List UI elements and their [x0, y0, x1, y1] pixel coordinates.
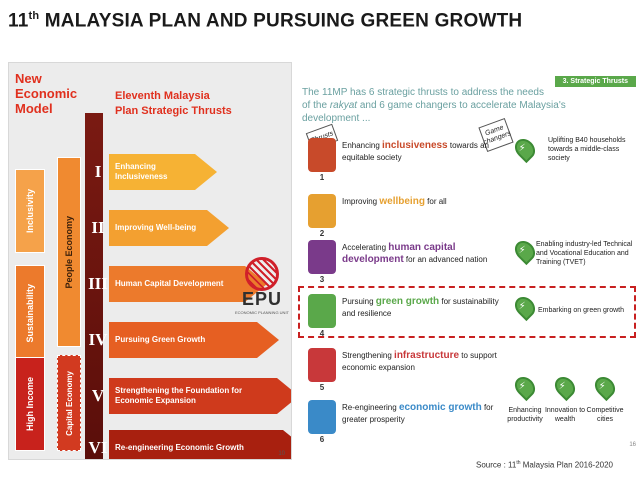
- source-note: Source : 11th Malaysia Plan 2016-2020: [476, 460, 614, 470]
- thrust-arrow-2: II Improving Well-being: [87, 209, 229, 247]
- high-income-tab: High Income: [15, 357, 45, 451]
- thrust-text: Pursuing green growth for sustainability…: [342, 296, 499, 318]
- thrust-arrow-label: Strengthening the Foundation for Economi…: [109, 378, 292, 414]
- thrust-arrow-1: I Enhancing Inclusiveness: [87, 153, 217, 191]
- section-tag: 3. Strategic Thrusts: [554, 76, 636, 87]
- intro-text: The 11MP has 6 strategic thrusts to addr…: [302, 87, 566, 124]
- thrust-icon: 4: [308, 294, 336, 338]
- epu-logo: EPU ECONOMIC PLANNING UNIT: [235, 257, 289, 315]
- thrust-arrow-label: Improving Well-being: [109, 210, 229, 246]
- left-page-number: 10: [278, 451, 285, 457]
- thrust-row-6: 6 Re-engineering economic growth for grea…: [302, 398, 632, 444]
- thrust-roman-numeral: V: [91, 386, 105, 405]
- thrust-icon: 1: [308, 138, 336, 182]
- thrust-arrow-label: Human Capital Development: [109, 266, 267, 302]
- thrust-row-1: 1 Enhancing inclusiveness towards an equi…: [302, 136, 632, 182]
- slide-title: 11th MALAYSIA PLAN AND PURSUING GREEN GR…: [8, 10, 523, 32]
- thrust-roman-numeral: IV: [88, 330, 108, 349]
- green-growth-highlight: [298, 286, 636, 338]
- people-economy-column: People Economy: [57, 157, 81, 347]
- thrust-icon: 5: [308, 348, 336, 392]
- thrust-number: 1: [319, 173, 325, 182]
- thrust-text: Improving wellbeing for all: [342, 196, 447, 207]
- thrust-number: 5: [319, 383, 325, 392]
- thrust-number: 6: [319, 435, 325, 444]
- nem-strategic-thrusts-graphic: New Economic Model Eleventh Malaysia Pla…: [8, 62, 292, 460]
- thrust-icon: 6: [308, 400, 336, 444]
- capital-economy-column: Capital Economy: [57, 355, 81, 451]
- thrust-pillar: [85, 113, 103, 459]
- thrust-roman-numeral: III: [88, 274, 108, 293]
- thrust-number: 2: [319, 229, 325, 238]
- gc-cities: Competitive cities: [586, 407, 624, 423]
- thrust-arrow-label: Re-engineering Economic Growth: [109, 430, 292, 460]
- thrust-text: Strengthening infrastructure to support …: [342, 350, 497, 372]
- thrust-number: 3: [319, 275, 325, 284]
- thrust-arrow-label: Enhancing Inclusiveness: [109, 154, 217, 190]
- thrust-text: Re-engineering economic growth for great…: [342, 402, 494, 424]
- inclusivity-tab: Inclusivity: [15, 169, 45, 253]
- thrust-row-2: 2 Improving wellbeing for all: [302, 192, 632, 238]
- thrust-text: Enhancing inclusiveness towards an equit…: [342, 140, 489, 162]
- gc-innovation: Innovation to wealth: [544, 407, 586, 423]
- thrust-arrow-5: V Strengthening the Foundation for Econom…: [87, 377, 292, 415]
- thrust-row-3: 3 Accelerating human capital development …: [302, 238, 632, 284]
- thrust-arrow-6: VI Re-engineering Economic Growth: [87, 429, 292, 460]
- thrusts-game-changers-graphic: 3. Strategic Thrusts The 11MP has 6 stra…: [298, 60, 640, 452]
- thrust-row-5: 5 Strengthening infrastructure to support…: [302, 346, 632, 392]
- thrust-arrow-label: Pursuing Green Growth: [109, 322, 279, 358]
- thrust-text: Accelerating human capital development f…: [342, 242, 488, 265]
- thrust-roman-numeral: I: [94, 162, 102, 181]
- gc-productivity: Enhancing productivity: [507, 407, 543, 423]
- nem-title: New Economic Model: [15, 71, 78, 116]
- thrust-arrow-3: III Human Capital Development: [87, 265, 267, 303]
- thrust-icon: 2: [308, 194, 336, 238]
- game-changer-b40: Uplifting B40 households towards a middl…: [548, 137, 626, 162]
- epu-globe-icon: [245, 257, 279, 291]
- thrust-row-4: 4 Pursuing green growth for sustainabilit…: [302, 292, 632, 338]
- thrust-number: 4: [319, 329, 325, 338]
- thrust-roman-numeral: VI: [88, 438, 108, 457]
- game-changer-green: Embarking on green growth: [538, 307, 624, 314]
- game-changer-tvet: Enabling industry-led Technical and Voca…: [536, 241, 633, 266]
- thrust-roman-numeral: II: [91, 218, 105, 237]
- right-page-number: 16: [629, 442, 636, 448]
- eleventh-plan-title: Eleventh Malaysia Plan Strategic Thrusts: [115, 90, 232, 117]
- sustainability-tab: Sustainability: [15, 265, 45, 361]
- thrust-arrow-4: IV Pursuing Green Growth: [87, 321, 279, 359]
- thrust-icon: 3: [308, 240, 336, 284]
